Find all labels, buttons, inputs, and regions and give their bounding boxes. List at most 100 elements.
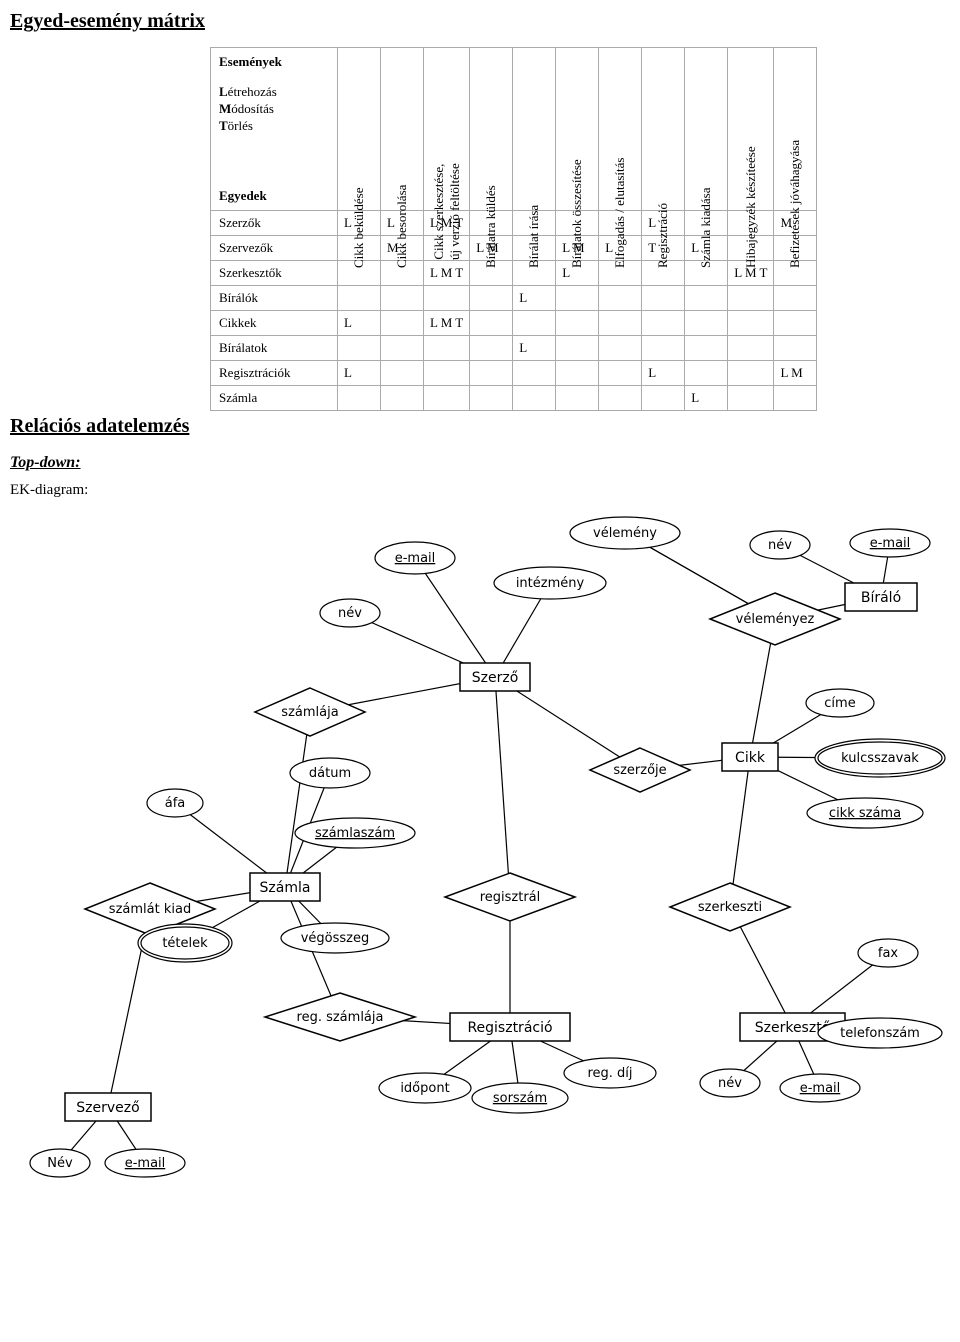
topdown-label: Top-down: [10, 454, 950, 472]
matrix-cell: L M T [424, 261, 470, 286]
col-header: Hibajegyzék készíteése [728, 48, 774, 211]
matrix-cell [685, 311, 728, 336]
matrix-cell: L [642, 361, 685, 386]
matrix-cell: L [338, 311, 381, 336]
matrix-cell: L [513, 336, 556, 361]
matrix-cell [381, 336, 424, 361]
matrix-cell [424, 386, 470, 411]
matrix-cell [513, 386, 556, 411]
matrix-cell [513, 311, 556, 336]
rel-analysis-title: Relációs adatelemzés [10, 415, 950, 438]
col-header: Bírálatok összesítése [556, 48, 599, 211]
attr-szerk-email-label: e-mail [800, 1081, 841, 1096]
matrix-cell [513, 361, 556, 386]
col-header: Regisztráció [642, 48, 685, 211]
matrix-cell [774, 386, 817, 411]
ent-biralo-label: Bíráló [861, 590, 901, 606]
matrix-cell [381, 386, 424, 411]
col-header: Cikk besorolása [381, 48, 424, 211]
matrix-cell [774, 336, 817, 361]
matrix-cell [642, 386, 685, 411]
ek-diagram: BírálóCikkSzerzőSzámlaRegisztrációSzerke… [10, 513, 950, 1278]
matrix-row: SzerkesztőkL M TLL M T [211, 261, 817, 286]
col-header: Elfogadás / elutasítás [599, 48, 642, 211]
rel-velemenyez-label: véleményez [736, 612, 815, 627]
matrix-cell [728, 311, 774, 336]
attr-telefon-label: telefonszám [840, 1026, 920, 1041]
ek-diagram-label: EK-diagram: [10, 482, 950, 499]
ent-szamla-label: Számla [260, 880, 311, 896]
attr-biralo-email-label: e-mail [870, 536, 911, 551]
matrix-cell [556, 361, 599, 386]
attr-datum-label: dátum [309, 766, 351, 781]
attr-szamlaszam-label: számlaszám [315, 826, 395, 841]
attr-tetelek-label: tételek [162, 936, 208, 951]
matrix-row: Bírálatok L [211, 336, 817, 361]
col-header: Számla kiadása [685, 48, 728, 211]
matrix-row: CikkekL L M T [211, 311, 817, 336]
row-header: Bírálatok [211, 336, 338, 361]
event-entity-matrix: EseményekLétrehozásMódosításTörlésEgyede… [210, 47, 817, 411]
matrix-cell [599, 386, 642, 411]
row-header: Szerkesztők [211, 261, 338, 286]
rel-szerzoje-label: szerzője [613, 763, 666, 778]
row-header: Regisztrációk [211, 361, 338, 386]
rel-szamlaja-label: számlája [281, 705, 338, 720]
matrix-cell [338, 386, 381, 411]
matrix-table-container: EseményekLétrehozásMódosításTörlésEgyede… [210, 47, 950, 411]
matrix-cell [774, 311, 817, 336]
matrix-corner-cell: EseményekLétrehozásMódosításTörlésEgyede… [211, 48, 338, 211]
matrix-cell [685, 286, 728, 311]
matrix-cell [642, 336, 685, 361]
row-header: Számla [211, 386, 338, 411]
matrix-cell [470, 386, 513, 411]
matrix-cell [642, 286, 685, 311]
matrix-cell [470, 311, 513, 336]
rel-szerkeszti-label: szerkeszti [698, 900, 762, 915]
matrix-cell [599, 311, 642, 336]
matrix-row: SzervezőkML ML MLTL [211, 236, 817, 261]
rel-szamlat-kiad-label: számlát kiad [109, 902, 191, 917]
attr-cikk-szama-label: cikk száma [829, 806, 901, 821]
attr-velemeny-label: vélemény [593, 526, 657, 541]
ek-diagram-svg: BírálóCikkSzerzőSzámlaRegisztrációSzerke… [10, 513, 950, 1273]
col-header: Cikk beküldése [338, 48, 381, 211]
matrix-cell [774, 286, 817, 311]
row-header: Cikkek [211, 311, 338, 336]
matrix-cell [728, 286, 774, 311]
matrix-row: SzerzőkLLL M TLM [211, 211, 817, 236]
matrix-cell [556, 386, 599, 411]
matrix-cell [381, 361, 424, 386]
rel-reg-szamlaja-label: reg. számlája [297, 1010, 384, 1025]
matrix-cell: L [513, 286, 556, 311]
col-header: Befizetések jóváhagyása [774, 48, 817, 211]
attr-szerv-nev-label: Név [47, 1156, 73, 1171]
ent-regisztracio-label: Regisztráció [467, 1020, 552, 1036]
matrix-cell [599, 361, 642, 386]
matrix-row: RegisztrációkLLL M [211, 361, 817, 386]
matrix-cell [728, 336, 774, 361]
matrix-cell [685, 361, 728, 386]
edge [495, 677, 510, 897]
matrix-cell [556, 336, 599, 361]
attr-biralo-nev-label: név [768, 538, 792, 553]
matrix-cell [599, 286, 642, 311]
attr-szerzo-email-label: e-mail [395, 551, 436, 566]
attr-szerk-nev-label: név [718, 1076, 742, 1091]
matrix-cell [556, 311, 599, 336]
matrix-cell [556, 286, 599, 311]
attr-afa-label: áfa [165, 796, 186, 811]
matrix-cell [381, 286, 424, 311]
matrix-cell: L M T [424, 311, 470, 336]
ent-cikk-label: Cikk [735, 750, 766, 766]
matrix-cell [685, 336, 728, 361]
col-header: Bírálat írása [513, 48, 556, 211]
matrix-cell: L [338, 361, 381, 386]
matrix-cell [338, 336, 381, 361]
matrix-cell [381, 311, 424, 336]
attr-kulcsszavak-label: kulcsszavak [841, 751, 919, 766]
matrix-cell [728, 386, 774, 411]
matrix-cell [470, 286, 513, 311]
row-header: Bírálók [211, 286, 338, 311]
attr-fax-label: fax [878, 946, 899, 961]
